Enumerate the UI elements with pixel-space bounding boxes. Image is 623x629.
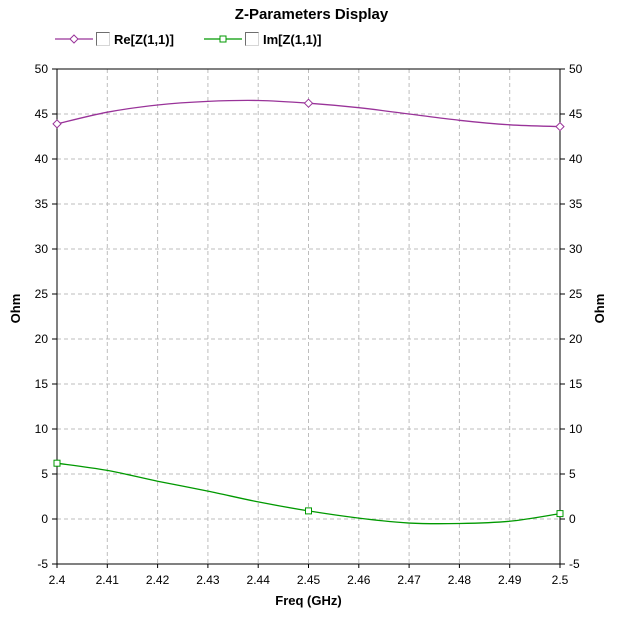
x-tick-label: 2.46 xyxy=(347,573,371,587)
y-tick-label-left: 35 xyxy=(35,197,49,211)
y-tick-label-right: 35 xyxy=(569,197,583,211)
y-tick-label-left: 20 xyxy=(35,332,49,346)
y-axis-label-right: Ohm xyxy=(592,294,607,324)
y-tick-label-left: 5 xyxy=(41,467,48,481)
series-line-im-z11 xyxy=(56,462,561,525)
legend-sample-marker-diamond xyxy=(69,34,79,44)
x-tick-label: 2.41 xyxy=(96,573,120,587)
y-tick-label-left: 40 xyxy=(35,152,49,166)
plot-border xyxy=(56,68,561,565)
marker-diamond-re xyxy=(555,121,565,132)
x-tick-label: 2.42 xyxy=(146,573,170,587)
x-tick-label: 2.48 xyxy=(448,573,472,587)
x-tick-label: 2.45 xyxy=(297,573,321,587)
chart-legend: Re[Z(1,1)] Im[Z(1,1)] xyxy=(55,31,321,47)
x-axis-label: Freq (GHz) xyxy=(275,593,341,608)
legend-sample-marker-square xyxy=(219,35,227,43)
y-tick-label-left: 50 xyxy=(35,62,49,76)
x-tick-label: 2.49 xyxy=(498,573,522,587)
y-tick-label-right: 45 xyxy=(569,107,583,121)
x-tick-label: 2.5 xyxy=(552,573,569,587)
y-tick-label-right: 25 xyxy=(569,287,583,301)
y-tick-label-left: 25 xyxy=(35,287,49,301)
legend-entry-im-z11[interactable]: Im[Z(1,1)] xyxy=(203,31,322,47)
x-tick-label: 2.47 xyxy=(397,573,421,587)
legend-checkbox-im[interactable] xyxy=(244,32,259,46)
y-tick-label-right: 30 xyxy=(569,242,583,256)
marker-square-im xyxy=(53,459,61,467)
y-tick-label-right: 40 xyxy=(569,152,583,166)
marker-square-im xyxy=(305,507,312,515)
y-tick-label-right: 15 xyxy=(569,377,583,391)
y-tick-label-left: 30 xyxy=(35,242,49,256)
legend-line-sample-re xyxy=(55,34,93,44)
y-tick-label-left: 10 xyxy=(35,422,49,436)
y-tick-label-right: 50 xyxy=(569,62,583,76)
x-tick-label: 2.4 xyxy=(49,573,66,587)
marker-diamond-re xyxy=(52,119,62,129)
legend-label-im: Im[Z(1,1)] xyxy=(262,31,322,47)
y-tick-label-right: 10 xyxy=(569,422,583,436)
y-tick-label-left: -5 xyxy=(37,557,48,571)
x-tick-label: 2.43 xyxy=(196,573,220,587)
y-tick-label-right: -5 xyxy=(569,557,580,571)
y-axis-label-left: Ohm xyxy=(8,294,23,324)
legend-checkbox-re[interactable] xyxy=(96,32,110,46)
y-tick-label-right: 0 xyxy=(569,512,576,526)
legend-entry-re-z11[interactable]: Re[Z(1,1)] xyxy=(55,31,174,47)
marker-square-im xyxy=(556,510,564,518)
y-tick-label-left: 15 xyxy=(35,377,49,391)
chart-title: Z-Parameters Display xyxy=(234,6,389,23)
legend-label-re: Re[Z(1,1)] xyxy=(114,31,174,47)
legend-line-sample-im xyxy=(203,35,242,43)
x-tick-label: 2.44 xyxy=(247,573,271,587)
y-tick-label-right: 5 xyxy=(569,467,576,481)
marker-diamond-re xyxy=(303,98,314,108)
y-tick-label-left: 0 xyxy=(41,512,48,526)
y-tick-label-left: 45 xyxy=(35,107,49,121)
y-tick-label-right: 20 xyxy=(569,332,583,346)
